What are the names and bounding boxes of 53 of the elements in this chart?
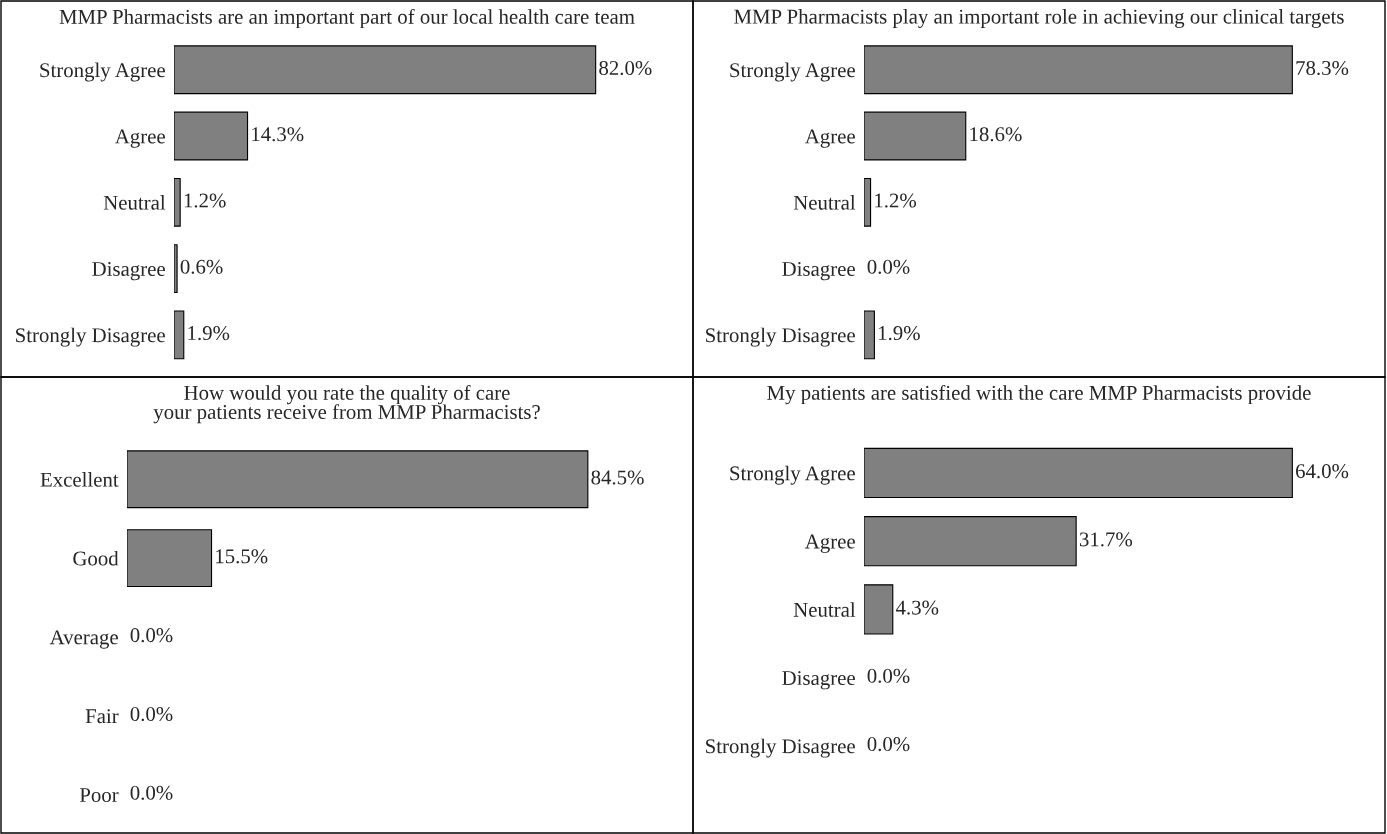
chart-title: My patients are satisfied with the care MMP Pharmacists provide (767, 385, 1311, 405)
data-label: 0.0% (130, 785, 173, 800)
bar (864, 177, 872, 227)
y-tick-label: Agree (804, 129, 855, 148)
y-tick-label: Strongly Disagree (706, 738, 855, 758)
y-tick-label: Neutral (103, 195, 166, 210)
chart-title: MMP Pharmacists play an important role in achieving our clinical targets (734, 9, 1344, 28)
y-tick-label: Strongly Agree (40, 62, 165, 82)
bar (174, 310, 185, 360)
bar (864, 45, 1293, 95)
data-label: 1.2% (875, 193, 917, 208)
y-tick-label: Average (49, 630, 118, 649)
y-tick-label: Poor (79, 788, 119, 803)
data-label: 64.0% (1296, 464, 1349, 479)
data-label: 15.5% (216, 549, 268, 564)
y-tick-label: Neutral (793, 195, 856, 210)
data-label: 82.0% (599, 60, 652, 76)
y-tick-label: Strongly Disagree (706, 327, 855, 347)
y-tick-label: Agree (114, 129, 165, 148)
bar (864, 111, 967, 161)
y-tick-label: Neutral (793, 602, 856, 617)
data-label: 14.3% (252, 127, 304, 142)
chart-title: How would you rate the quality of care your patients receive from MMP Pharmacists? (153, 385, 540, 424)
data-label: 0.0% (867, 737, 910, 752)
data-label: 0.0% (130, 706, 173, 722)
bar (864, 310, 875, 360)
y-tick-label: Fair (85, 709, 119, 724)
data-label: 1.9% (879, 326, 920, 341)
data-label: 84.5% (591, 470, 644, 485)
data-label: 0.0% (867, 259, 910, 274)
y-tick-label: Excellent (40, 472, 119, 487)
data-label: 18.6% (970, 127, 1022, 142)
bar (174, 244, 178, 294)
y-tick-label: Disagree (92, 261, 165, 281)
y-tick-label: Strongly Disagree (16, 327, 165, 347)
bar (174, 45, 597, 95)
y-tick-label: Agree (804, 534, 855, 553)
bar (174, 177, 181, 227)
y-tick-label: Disagree (782, 671, 855, 690)
y-tick-label: Strongly Agree (730, 62, 855, 82)
chart-title: MMP Pharmacists are an important part of our local health care team (59, 9, 635, 29)
y-tick-label: Strongly Agree (730, 465, 855, 485)
data-label: 0.0% (867, 668, 910, 683)
data-label: 78.3% (1296, 60, 1349, 76)
data-label: 1.2% (184, 193, 226, 208)
y-tick-label: Disagree (782, 261, 855, 281)
bar (174, 111, 249, 161)
y-tick-label: Good (73, 550, 119, 566)
data-label: 1.9% (188, 326, 230, 341)
data-label: 4.3% (895, 600, 939, 615)
data-label: 0.0% (130, 628, 173, 643)
data-label: 31.7% (1079, 532, 1133, 547)
data-label: 0.6% (180, 259, 223, 274)
